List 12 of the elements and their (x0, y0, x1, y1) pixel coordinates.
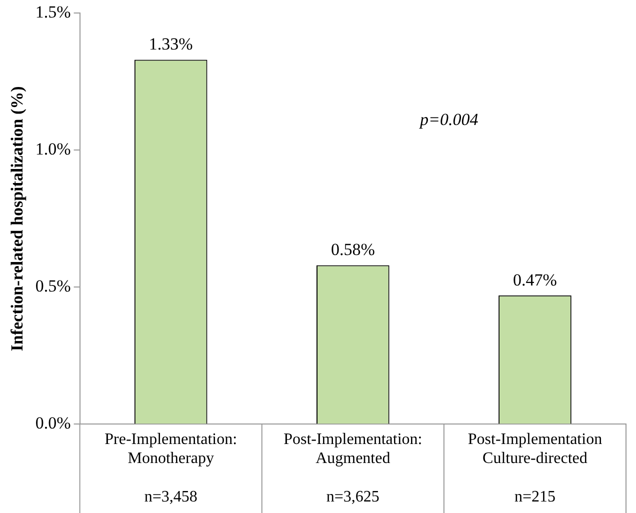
y-tick-label: 1.0% (35, 140, 71, 159)
data-label: 0.58% (330, 240, 375, 260)
y-axis-title: Infection-related hospitalization (%) (8, 86, 27, 352)
annotation: p=0.004 (420, 110, 478, 130)
category-label: Pre-Implementation: Monotherapy n=3,458 (104, 431, 238, 506)
category-label: Post-Implementation: Augmented n=3,625 (284, 431, 422, 506)
data-label: 0.47% (513, 270, 557, 290)
category-label: Post-Implementation Culture-directed n=215 (468, 431, 602, 506)
y-tick-label: 1.5% (35, 2, 71, 22)
data-label: 1.33% (148, 34, 193, 54)
y-tick-label: 0.5% (35, 276, 71, 296)
y-tick-label: 0.0% (35, 414, 71, 433)
